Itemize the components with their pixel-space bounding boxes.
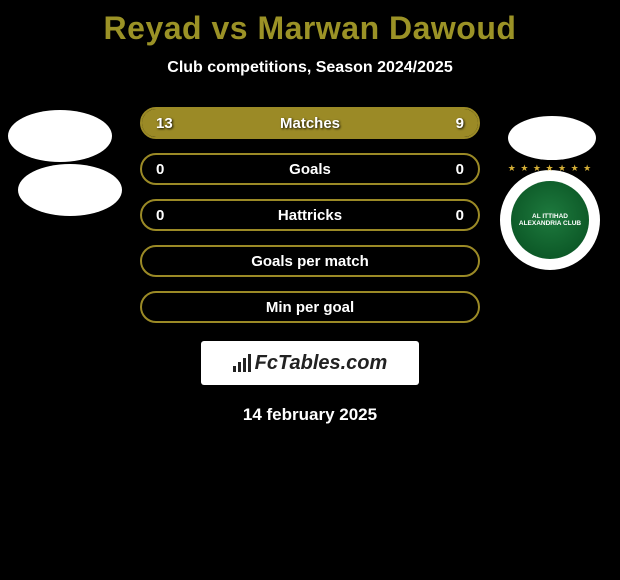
player2-club-crest: ★ ★ ★ ★ ★ ★ ★ AL ITTIHAD ALEXANDRIA CLUB (500, 170, 600, 270)
comparison-rows: 13 Matches 9 0 Goals 0 0 Hattricks 0 Goa… (140, 107, 480, 323)
player1-avatar-placeholder (8, 110, 112, 162)
row-matches-label: Matches (142, 115, 478, 132)
row-mpg-label: Min per goal (142, 299, 478, 316)
source-logo: FcTables.com (201, 341, 419, 385)
row-goals: 0 Goals 0 (140, 153, 480, 185)
row-gpm: Goals per match (140, 245, 480, 277)
logo-text: FcTables.com (255, 352, 388, 375)
row-hattricks-label: Hattricks (142, 207, 478, 224)
row-hattricks-right: 0 (456, 207, 464, 224)
player1-club-placeholder (18, 164, 122, 216)
crest-text: AL ITTIHAD ALEXANDRIA CLUB (511, 213, 589, 227)
row-hattricks: 0 Hattricks 0 (140, 199, 480, 231)
subtitle: Club competitions, Season 2024/2025 (0, 59, 620, 77)
row-goals-label: Goals (142, 161, 478, 178)
chart-icon (233, 354, 251, 372)
snapshot-date: 14 february 2025 (0, 405, 620, 425)
row-gpm-label: Goals per match (142, 253, 478, 270)
row-goals-right: 0 (456, 161, 464, 178)
row-mpg: Min per goal (140, 291, 480, 323)
player2-avatar-placeholder (508, 116, 596, 160)
row-matches-right: 9 (456, 115, 464, 132)
row-matches: 13 Matches 9 (140, 107, 480, 139)
page-title: Reyad vs Marwan Dawoud (0, 0, 620, 47)
